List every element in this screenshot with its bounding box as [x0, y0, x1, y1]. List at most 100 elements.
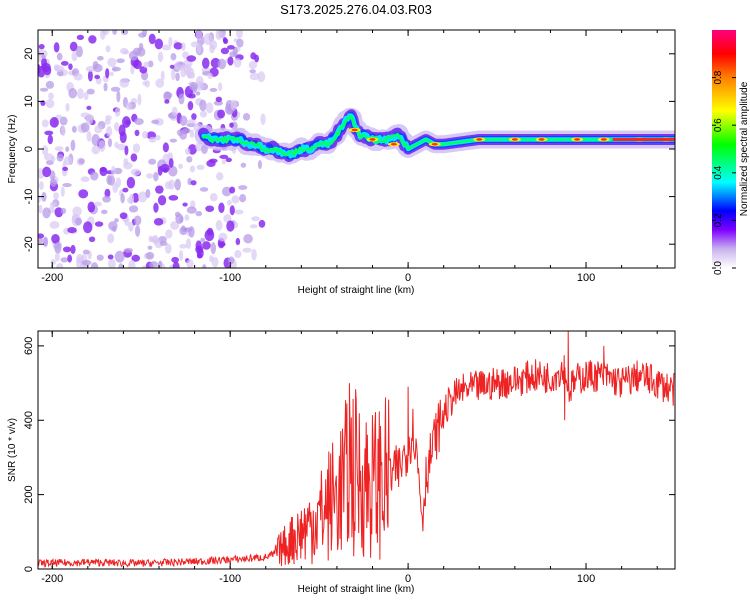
spectral-noise-blob	[162, 142, 169, 153]
spectral-noise-blob	[143, 61, 150, 69]
spectral-noise-blob	[217, 58, 227, 70]
spectral-noise-blob	[260, 113, 266, 125]
spectral-noise-blob	[229, 186, 236, 194]
spectral-noise-blob	[107, 233, 115, 244]
spectral-noise-blob	[147, 60, 154, 68]
spectral-noise-blob	[145, 189, 151, 199]
ridge-hotspot-core	[600, 138, 607, 141]
spectral-noise-blob	[151, 119, 160, 125]
spectral-noise-blob	[130, 153, 138, 162]
spectral-noise-blob	[139, 66, 148, 74]
spectral-noise-blob	[170, 68, 176, 81]
spectral-noise-blob	[235, 30, 243, 39]
spectral-noise-blob	[100, 209, 108, 215]
spectral-noise-blob	[242, 113, 251, 121]
spectral-noise-blob	[49, 178, 57, 187]
spectral-noise-blob	[91, 133, 101, 146]
spectral-noise-blob	[78, 189, 89, 199]
spectral-noise-blob	[218, 241, 226, 247]
spectral-noise-blob	[56, 153, 64, 162]
ridge-high-amplitude-band	[612, 137, 675, 141]
colorbar: 0.0 0.2 0.4 0.6 0.8 Normalized spectral ampl…	[712, 30, 750, 275]
spectral-noise-blob	[161, 44, 172, 51]
spectral-noise-blob	[195, 91, 201, 96]
spectral-noise-blob	[114, 122, 120, 132]
spectral-noise-blob	[71, 125, 77, 133]
spectral-noise-blob	[153, 171, 159, 182]
spectral-noise-blob	[62, 166, 69, 172]
spectral-noise-blob	[106, 174, 112, 186]
snr-series-line	[38, 331, 675, 568]
spectral-noise-blob	[215, 30, 222, 41]
spectral-noise-blob	[249, 72, 260, 81]
spectral-noise-blob	[209, 193, 218, 202]
spectral-noise-blob	[239, 194, 247, 203]
spectral-noise-blob	[133, 215, 142, 226]
spectral-noise-blob	[223, 38, 229, 45]
spectral-noise-blob	[59, 116, 68, 126]
spectral-noise-blob	[184, 214, 190, 221]
spectral-noise-blob	[220, 47, 230, 55]
spectral-noise-blob	[90, 262, 99, 268]
spectral-noise-blob	[41, 57, 48, 69]
spectral-noise-blob	[75, 217, 83, 226]
spectral-noise-blob	[111, 66, 121, 72]
colorbar-tick-label: 0.6	[713, 118, 724, 132]
spectral-noise-blob	[248, 61, 258, 70]
spectral-noise-blob	[181, 42, 186, 51]
spectral-noise-blob	[108, 258, 116, 268]
spectral-noise-blob	[65, 146, 70, 152]
spectrogram-xtick-label: 0	[405, 272, 411, 284]
spectral-noise-blob	[71, 51, 78, 62]
spectral-noise-blob	[38, 233, 45, 239]
spectral-noise-blob	[174, 178, 181, 191]
spectral-noise-blob	[112, 182, 119, 194]
colorbar-tick-label: 0.0	[713, 261, 724, 275]
spectral-noise-blob	[130, 65, 135, 75]
spectral-noise-blob	[182, 202, 188, 207]
spectral-noise-blob	[123, 247, 134, 253]
snr-ylabel: SNR (10 * v/v)	[7, 418, 18, 482]
spectral-noise-blob	[189, 81, 198, 91]
spectral-noise-blob	[60, 186, 65, 198]
spectral-noise-blob	[157, 195, 167, 206]
spectral-noise-blob	[170, 52, 177, 61]
spectral-noise-blob	[119, 212, 128, 220]
spectral-noise-blob	[251, 216, 260, 222]
spectral-noise-blob	[41, 145, 49, 156]
spectral-noise-blob	[96, 254, 104, 261]
spectral-noise-blob	[257, 160, 262, 170]
spectral-noise-blob	[86, 105, 92, 111]
spectral-noise-blob	[65, 103, 70, 112]
spectral-noise-blob	[134, 225, 141, 237]
spectral-noise-blob	[83, 92, 89, 101]
spectral-noise-blob	[69, 41, 78, 52]
spectral-noise-blob	[99, 167, 107, 172]
spectral-noise-blob	[94, 201, 103, 207]
spectral-noise-blob	[91, 145, 101, 155]
spectral-noise-blob	[110, 86, 121, 92]
spectral-noise-blob	[138, 32, 147, 38]
ridge-hotspot-core	[476, 138, 483, 141]
colorbar-ticks: 0.0 0.2 0.4 0.6 0.8	[712, 70, 736, 275]
spectrogram-ytick-label: 0	[23, 146, 35, 152]
spectral-noise-blob	[86, 88, 95, 95]
spectral-noise-blob	[98, 140, 106, 152]
spectral-noise-blob	[206, 159, 216, 168]
spectral-noise-blob	[49, 220, 60, 229]
spectral-noise-blob	[68, 88, 78, 99]
spectral-noise-blob	[78, 158, 85, 165]
spectral-noise-blob	[42, 236, 49, 248]
spectral-noise-blob	[103, 82, 108, 92]
spectral-noise-blob	[67, 254, 73, 263]
spectral-noise-blob	[42, 207, 51, 219]
spectral-noise-blob	[114, 250, 125, 263]
spectral-noise-blob	[153, 217, 164, 226]
spectral-noise-blob	[254, 54, 259, 63]
spectral-noise-blob	[195, 81, 204, 91]
spectral-noise-blob	[243, 234, 253, 244]
spectral-noise-blob	[80, 176, 90, 183]
spectral-noise-blob	[134, 129, 140, 137]
spectral-noise-blob	[110, 165, 116, 176]
spectral-noise-blob	[153, 202, 159, 213]
